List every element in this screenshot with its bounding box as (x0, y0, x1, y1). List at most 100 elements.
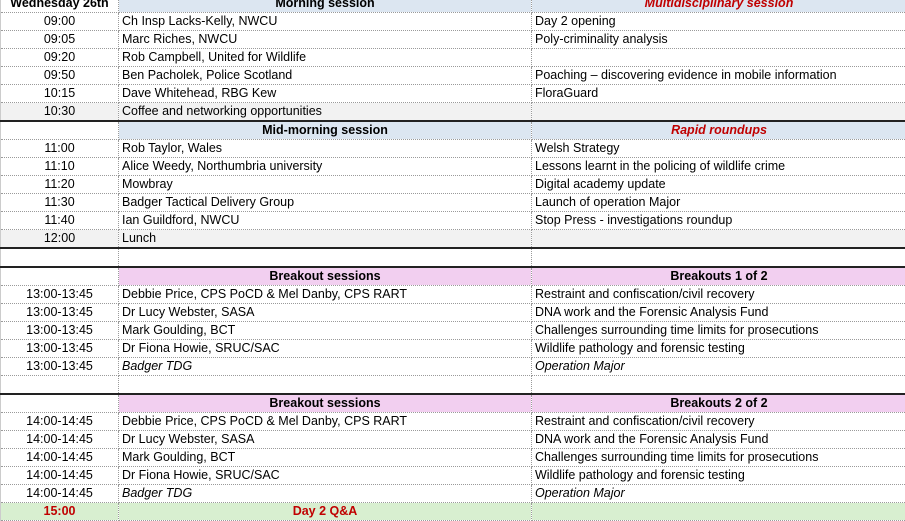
speaker-cell[interactable]: Debbie Price, CPS PoCD & Mel Danby, CPS … (119, 286, 532, 304)
topic-cell[interactable] (532, 49, 905, 67)
speaker-cell[interactable]: Lunch (119, 230, 532, 249)
time-cell[interactable]: 09:05 (1, 31, 119, 49)
topic-cell[interactable]: Wildlife pathology and forensic testing (532, 340, 905, 358)
speaker-cell[interactable]: Badger Tactical Delivery Group (119, 194, 532, 212)
speaker-cell[interactable]: Day 2 Q&A (119, 503, 532, 521)
speaker-cell[interactable]: Mid-morning session (119, 121, 532, 140)
topic-cell[interactable]: DNA work and the Forensic Analysis Fund (532, 304, 905, 322)
time-cell[interactable]: Wednesday 26th (1, 0, 119, 13)
topic-cell[interactable]: Restraint and confiscation/civil recover… (532, 286, 905, 304)
time-cell[interactable]: 13:00-13:45 (1, 322, 119, 340)
speaker-cell[interactable]: Dr Fiona Howie, SRUC/SAC (119, 467, 532, 485)
speaker-cell[interactable]: Morning session (119, 0, 532, 13)
time-cell[interactable]: 10:15 (1, 85, 119, 103)
time-cell[interactable] (1, 267, 119, 286)
speaker-cell[interactable]: Marc Riches, NWCU (119, 31, 532, 49)
topic-cell[interactable]: Digital academy update (532, 176, 905, 194)
time-cell[interactable]: 09:20 (1, 49, 119, 67)
speaker-cell[interactable]: Dr Lucy Webster, SASA (119, 304, 532, 322)
time-cell[interactable]: 13:00-13:45 (1, 286, 119, 304)
time-cell[interactable]: 14:00-14:45 (1, 413, 119, 431)
time-cell[interactable] (1, 394, 119, 413)
topic-cell[interactable]: Wildlife pathology and forensic testing (532, 467, 905, 485)
speaker-cell[interactable] (119, 376, 532, 395)
time-cell[interactable]: 13:00-13:45 (1, 358, 119, 376)
speaker-cell[interactable]: Dr Lucy Webster, SASA (119, 431, 532, 449)
speaker-cell[interactable]: Rob Taylor, Wales (119, 140, 532, 158)
time-cell[interactable]: 11:30 (1, 194, 119, 212)
time-cell[interactable]: 11:20 (1, 176, 119, 194)
speaker-cell[interactable]: Debbie Price, CPS PoCD & Mel Danby, CPS … (119, 413, 532, 431)
topic-cell[interactable] (532, 103, 905, 122)
topic-cell[interactable]: Poaching – discovering evidence in mobil… (532, 67, 905, 85)
topic-cell[interactable]: Challenges surrounding time limits for p… (532, 449, 905, 467)
topic-cell[interactable]: Breakouts 1 of 2 (532, 267, 905, 286)
speaker-cell[interactable]: Rob Campbell, United for Wildlife (119, 49, 532, 67)
speaker-cell[interactable]: Badger TDG (119, 358, 532, 376)
time-cell[interactable]: 12:00 (1, 230, 119, 249)
speaker-cell[interactable]: Ch Insp Lacks-Kelly, NWCU (119, 13, 532, 31)
topic-cell[interactable]: Day 2 opening (532, 13, 905, 31)
time-cell[interactable] (1, 248, 119, 267)
time-cell[interactable]: 14:00-14:45 (1, 449, 119, 467)
time-cell[interactable]: 09:50 (1, 67, 119, 85)
speaker-cell[interactable]: Coffee and networking opportunities (119, 103, 532, 122)
speaker-cell[interactable] (119, 248, 532, 267)
topic-cell[interactable] (532, 248, 905, 267)
time-cell[interactable] (1, 121, 119, 140)
time-cell[interactable]: 13:00-13:45 (1, 340, 119, 358)
topic-cell[interactable] (532, 376, 905, 395)
speaker-cell[interactable]: Mark Goulding, BCT (119, 322, 532, 340)
speaker-cell[interactable]: Breakout sessions (119, 394, 532, 413)
time-cell[interactable]: 11:40 (1, 212, 119, 230)
time-cell[interactable]: 09:00 (1, 13, 119, 31)
speaker-cell[interactable]: Ian Guildford, NWCU (119, 212, 532, 230)
topic-cell[interactable]: Rapid roundups (532, 121, 905, 140)
time-cell[interactable]: 14:00-14:45 (1, 467, 119, 485)
time-cell[interactable]: 11:10 (1, 158, 119, 176)
spacer-row (1, 248, 905, 267)
speaker-cell[interactable]: Breakout sessions (119, 267, 532, 286)
speaker-cell[interactable]: Mark Goulding, BCT (119, 449, 532, 467)
topic-cell[interactable]: Restraint and confiscation/civil recover… (532, 413, 905, 431)
speaker-cell[interactable]: Ben Pacholek, Police Scotland (119, 67, 532, 85)
topic-cell[interactable]: Operation Major (532, 358, 905, 376)
topic-cell[interactable]: Stop Press - investigations roundup (532, 212, 905, 230)
speaker-cell[interactable]: Mowbray (119, 176, 532, 194)
spacer-row (1, 376, 905, 395)
topic-cell[interactable]: Lessons learnt in the policing of wildli… (532, 158, 905, 176)
topic-cell[interactable] (532, 503, 905, 521)
topic-cell[interactable]: DNA work and the Forensic Analysis Fund (532, 431, 905, 449)
topic-cell[interactable]: Breakouts 2 of 2 (532, 394, 905, 413)
topic-cell[interactable]: Launch of operation Major (532, 194, 905, 212)
topic-cell[interactable]: FloraGuard (532, 85, 905, 103)
time-cell[interactable]: 14:00-14:45 (1, 431, 119, 449)
topic-cell[interactable]: Challenges surrounding time limits for p… (532, 322, 905, 340)
time-cell[interactable]: 10:30 (1, 103, 119, 122)
time-cell[interactable]: 15:00 (1, 503, 119, 521)
time-cell[interactable]: 11:00 (1, 140, 119, 158)
speaker-cell[interactable]: Dr Fiona Howie, SRUC/SAC (119, 340, 532, 358)
topic-cell[interactable]: Welsh Strategy (532, 140, 905, 158)
time-cell[interactable]: 13:00-13:45 (1, 304, 119, 322)
topic-cell[interactable]: Poly-criminality analysis (532, 31, 905, 49)
speaker-cell[interactable]: Dave Whitehead, RBG Kew (119, 85, 532, 103)
topic-cell[interactable]: Multidisciplinary session (532, 0, 905, 13)
time-cell[interactable] (1, 376, 119, 395)
speaker-cell[interactable]: Alice Weedy, Northumbria university (119, 158, 532, 176)
topic-cell[interactable] (532, 230, 905, 249)
